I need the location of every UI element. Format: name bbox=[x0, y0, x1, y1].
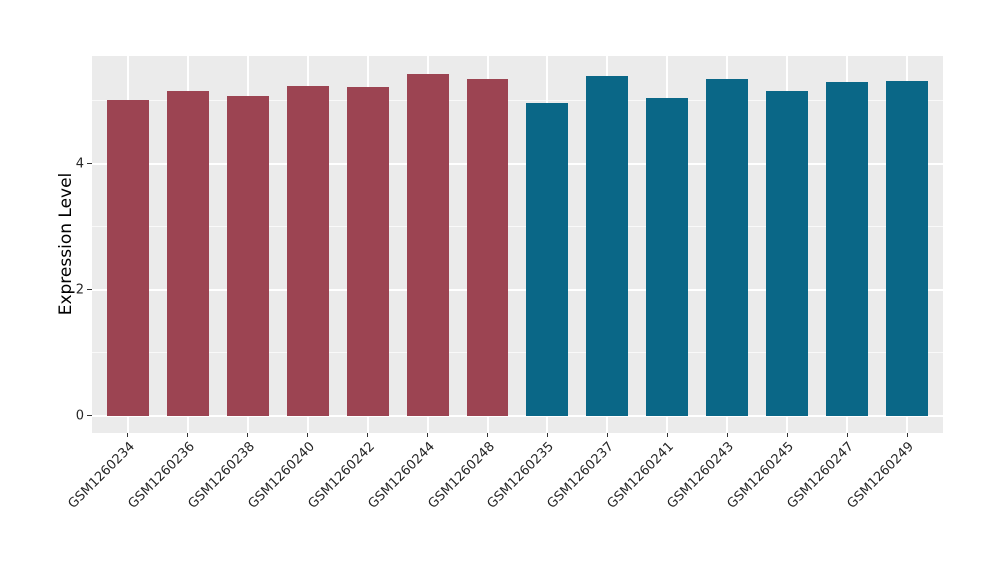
bar-GSM1260237 bbox=[586, 75, 629, 416]
x-tick-label: GSM1260238 bbox=[185, 439, 258, 512]
x-tick-label: GSM1260236 bbox=[125, 439, 198, 512]
x-tick-mark bbox=[846, 433, 848, 437]
bar-GSM1260247 bbox=[826, 82, 869, 416]
bar-GSM1260242 bbox=[346, 86, 389, 416]
bar-GSM1260248 bbox=[466, 78, 509, 416]
bar-GSM1260245 bbox=[766, 91, 809, 416]
x-tick-label: GSM1260240 bbox=[245, 439, 318, 512]
x-tick-mark bbox=[786, 433, 788, 437]
x-tick-label: GSM1260247 bbox=[784, 439, 858, 512]
bar-GSM1260236 bbox=[166, 90, 209, 416]
y-tick-label: 4 bbox=[75, 156, 84, 172]
y-tick-label: 0 bbox=[75, 408, 84, 424]
x-tick-mark bbox=[367, 433, 369, 437]
gridline-minor-y bbox=[92, 226, 943, 228]
gridline-minor-y bbox=[92, 352, 943, 354]
x-tick-label: GSM1260244 bbox=[365, 439, 438, 512]
x-tick-mark bbox=[606, 433, 608, 437]
bar-GSM1260241 bbox=[646, 98, 689, 416]
bar-GSM1260249 bbox=[886, 81, 928, 416]
x-tick-label: GSM1260248 bbox=[424, 439, 498, 512]
bar-GSM1260240 bbox=[286, 86, 329, 416]
x-tick-label: GSM1260242 bbox=[305, 439, 378, 512]
bar-GSM1260235 bbox=[526, 102, 569, 416]
bar-GSM1260234 bbox=[106, 99, 149, 416]
x-tick-mark bbox=[726, 433, 728, 437]
bar-GSM1260238 bbox=[226, 95, 269, 416]
y-tick-label: 2 bbox=[75, 282, 84, 298]
x-tick-mark bbox=[666, 433, 668, 437]
x-tick-label: GSM1260245 bbox=[724, 439, 798, 512]
bar-GSM1260243 bbox=[706, 79, 749, 416]
x-tick-mark bbox=[127, 433, 129, 437]
y-tick-mark bbox=[87, 289, 92, 291]
y-tick-mark bbox=[87, 415, 92, 417]
x-tick-label: GSM1260234 bbox=[65, 439, 138, 512]
y-axis-title: Expression Level bbox=[56, 172, 76, 316]
x-tick-label: GSM1260243 bbox=[664, 439, 738, 512]
plot-panel bbox=[92, 56, 943, 433]
x-tick-label: GSM1260237 bbox=[544, 439, 618, 512]
gridline-minor-y bbox=[92, 100, 943, 102]
x-tick-label: GSM1260241 bbox=[604, 439, 678, 512]
y-tick-mark bbox=[87, 163, 92, 165]
x-tick-mark bbox=[307, 433, 309, 437]
x-tick-mark bbox=[247, 433, 249, 437]
x-tick-mark bbox=[906, 433, 908, 437]
gridline-major-y bbox=[92, 288, 943, 291]
gridline-major-y bbox=[92, 162, 943, 165]
x-tick-mark bbox=[187, 433, 189, 437]
x-tick-mark bbox=[487, 433, 489, 437]
gridline-major-y bbox=[92, 414, 943, 417]
x-tick-label: GSM1260249 bbox=[844, 439, 917, 512]
x-tick-mark bbox=[546, 433, 548, 437]
bar-GSM1260244 bbox=[406, 73, 449, 416]
x-tick-label: GSM1260235 bbox=[484, 439, 558, 512]
x-tick-mark bbox=[427, 433, 429, 437]
